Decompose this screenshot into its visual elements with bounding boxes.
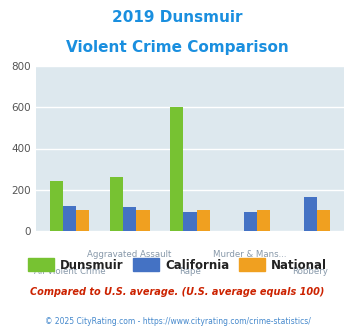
Text: Robbery: Robbery (293, 267, 328, 276)
Bar (304, 197, 317, 231)
Bar (50, 181, 63, 231)
Bar (63, 206, 76, 231)
Bar (110, 177, 123, 231)
Text: Rape: Rape (179, 267, 201, 276)
Text: Aggravated Assault: Aggravated Assault (87, 250, 172, 259)
Bar (136, 211, 149, 231)
Text: Compared to U.S. average. (U.S. average equals 100): Compared to U.S. average. (U.S. average … (30, 287, 325, 297)
Bar (244, 213, 257, 231)
Bar (317, 211, 330, 231)
Bar (170, 107, 183, 231)
Bar (123, 207, 136, 231)
Bar (183, 213, 197, 231)
Text: © 2025 CityRating.com - https://www.cityrating.com/crime-statistics/: © 2025 CityRating.com - https://www.city… (45, 317, 310, 326)
Bar (76, 211, 89, 231)
Legend: Dunsmuir, California, National: Dunsmuir, California, National (23, 253, 332, 276)
Text: Violent Crime Comparison: Violent Crime Comparison (66, 40, 289, 54)
Text: Murder & Mans...: Murder & Mans... (213, 250, 287, 259)
Bar (257, 211, 270, 231)
Text: 2019 Dunsmuir: 2019 Dunsmuir (112, 10, 243, 25)
Text: All Violent Crime: All Violent Crime (34, 267, 105, 276)
Bar (197, 211, 210, 231)
